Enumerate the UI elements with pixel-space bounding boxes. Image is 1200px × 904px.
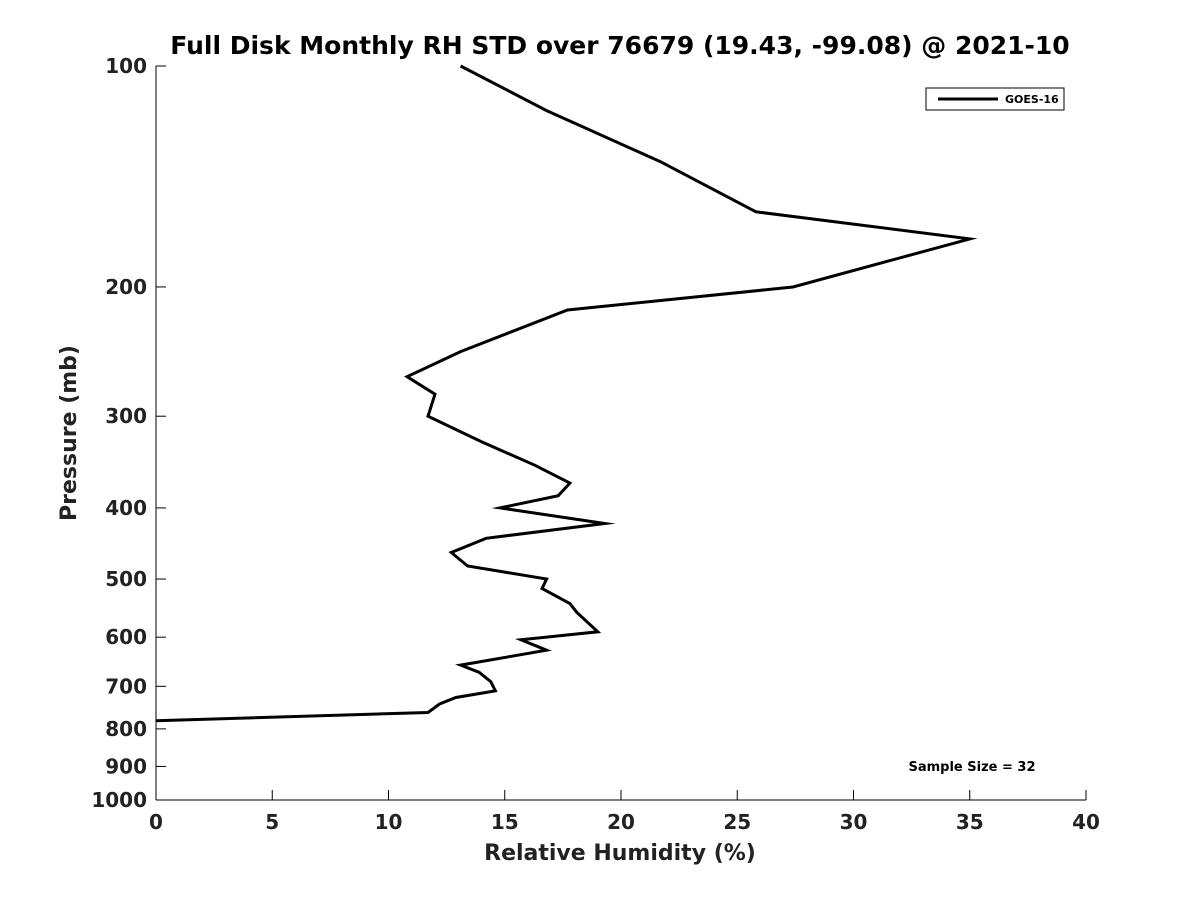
sample-size-annotation: Sample Size = 32 xyxy=(908,760,1035,775)
data-point xyxy=(490,681,492,683)
data-point xyxy=(569,482,571,484)
y-tick-label: 700 xyxy=(105,674,147,698)
y-axis-title: Pressure (mb) xyxy=(57,345,82,521)
data-point xyxy=(467,565,469,567)
x-tick-label: 40 xyxy=(1072,810,1100,834)
series-line-goes16 xyxy=(155,64,978,723)
data-point xyxy=(604,523,606,525)
data-point xyxy=(427,415,429,417)
data-point xyxy=(460,351,462,353)
data-point xyxy=(546,578,548,580)
data-point xyxy=(478,671,480,673)
x-tick-label: 25 xyxy=(723,810,751,834)
data-point xyxy=(450,552,452,554)
data-point xyxy=(439,703,441,705)
y-tick-label: 800 xyxy=(105,717,147,741)
x-axis-title: Relative Humidity (%) xyxy=(484,841,756,866)
data-point xyxy=(155,720,157,722)
x-tick-label: 15 xyxy=(491,810,519,834)
series-group xyxy=(155,64,978,723)
y-tick-label: 900 xyxy=(105,754,147,778)
y-tick-label: 100 xyxy=(105,54,147,78)
data-point xyxy=(755,211,757,213)
x-tick-label: 30 xyxy=(840,810,868,834)
x-tick-label: 0 xyxy=(149,810,163,834)
data-point xyxy=(546,110,548,112)
data-point xyxy=(520,639,522,641)
data-point xyxy=(499,507,501,509)
chart-title: Full Disk Monthly RH STD over 76679 (19.… xyxy=(170,31,1069,60)
x-tick-label: 35 xyxy=(956,810,984,834)
data-point xyxy=(541,588,543,590)
y-tick-label: 400 xyxy=(105,496,147,520)
y-tick-label: 600 xyxy=(105,625,147,649)
data-point xyxy=(792,286,794,288)
data-point xyxy=(460,664,462,666)
legend: GOES-16 xyxy=(925,87,1065,111)
data-point xyxy=(434,393,436,395)
data-point xyxy=(455,697,457,699)
x-tick-label: 10 xyxy=(375,810,403,834)
data-point xyxy=(546,649,548,651)
data-point xyxy=(427,712,429,714)
x-tick-label: 20 xyxy=(607,810,635,834)
x-tick-label: 5 xyxy=(265,810,279,834)
y-tick-label: 500 xyxy=(105,567,147,591)
data-point xyxy=(485,537,487,539)
data-point xyxy=(597,631,599,633)
data-point xyxy=(660,161,662,163)
data-point xyxy=(481,441,483,443)
y-tick-label: 300 xyxy=(105,404,147,428)
data-point xyxy=(576,611,578,613)
data-point xyxy=(567,309,569,311)
data-point xyxy=(569,603,571,605)
data-point xyxy=(557,495,559,497)
data-point xyxy=(494,690,496,692)
legend-label-goes16: GOES-16 xyxy=(1005,93,1059,106)
data-point xyxy=(534,464,536,466)
y-tick-label: 1000 xyxy=(91,788,147,812)
data-point xyxy=(969,238,971,240)
data-point xyxy=(406,376,408,378)
y-tick-label: 200 xyxy=(105,275,147,299)
axes: 0 5 10 15 20 25 30 35 40 100 200 300 400 500 600 700 800… xyxy=(91,54,1100,834)
data-point xyxy=(460,65,462,67)
